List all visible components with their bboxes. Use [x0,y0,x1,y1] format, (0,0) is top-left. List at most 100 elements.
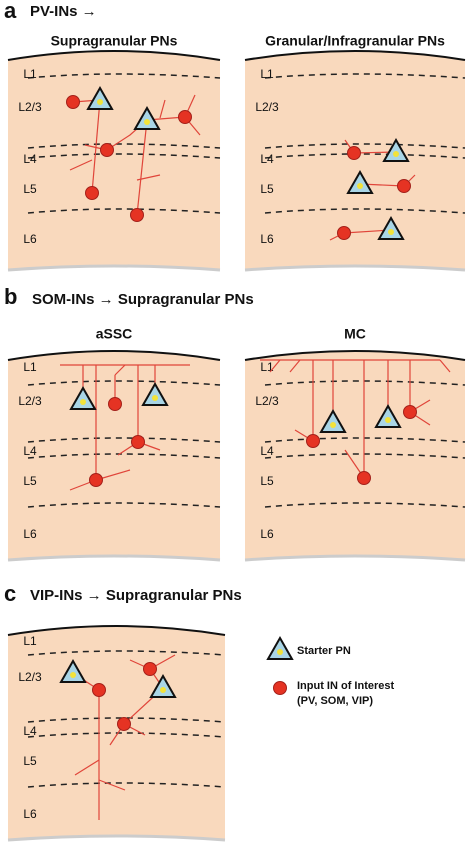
starter-pn [149,673,177,698]
starter-pn-dot [393,151,399,157]
subpanel-title: Granular/Infragranular PNs [265,33,445,49]
panel-title: SOM-INs → Supragranular PNs [32,291,254,308]
starter-pn-dot [152,395,158,401]
layer-boundary [27,732,226,738]
layer-boundary [27,208,221,214]
layer-boundary [264,380,466,386]
neurite [136,119,148,216]
legend-label: (PV, SOM, VIP) [297,695,373,707]
starter-pn [319,408,347,433]
layer-label: L2/3 [18,670,42,684]
input-in [89,473,103,487]
layer-boundary [27,153,221,159]
input-in [117,717,131,731]
panel-label: c [4,581,16,606]
starter-pn [377,215,405,240]
starter-pn [69,385,97,410]
starter-pn [374,403,402,428]
starter-pn-dot [80,399,86,405]
layer-boundary [264,73,466,79]
neurite [69,159,93,171]
tissue [8,351,220,560]
layer-label: L1 [260,67,274,81]
neurite [74,759,100,776]
input-in [100,143,114,157]
pia [7,350,221,361]
neurite [289,359,301,373]
legend-label: Input IN of Interest [297,680,395,692]
layer-label: L5 [23,474,37,488]
starter-pn-dot [97,99,103,105]
starter-pn [141,381,169,406]
layer-label: L2/3 [18,394,42,408]
input-in [85,186,99,200]
subpanel-title: MC [344,326,366,342]
layer-label: L5 [23,182,37,196]
layer-boundary [27,143,221,149]
input-in [108,397,122,411]
subpanel-title: Supragranular PNs [51,33,178,49]
input-in [357,471,371,485]
input-in [92,683,106,697]
layer-label: L4 [260,444,274,458]
input-in [131,435,145,449]
layer-label: L6 [23,527,37,541]
layer-boundary [264,453,466,459]
input-in [347,146,361,160]
input-in [397,179,411,193]
pia [7,625,226,636]
layer-boundary [27,437,221,443]
layer-label: L6 [23,807,37,821]
panel-label: b [4,284,17,309]
layer-label: L4 [23,724,37,738]
layer-boundary [27,380,221,386]
tissue [8,51,220,270]
layer-boundary [27,502,221,508]
layer-label: L2/3 [255,100,279,114]
tissue [245,51,465,270]
neurite [136,174,161,181]
input-in [306,434,320,448]
layer-label: L2/3 [18,100,42,114]
white-matter [244,554,466,562]
layer-boundary [27,650,226,656]
starter-pn-dot [385,417,391,423]
layer-label: L1 [23,360,37,374]
starter-pn-dot [388,229,394,235]
white-matter [244,264,466,272]
layer-label: L5 [260,474,274,488]
layer-boundary [264,208,466,214]
input-in [66,95,80,109]
starter-pn [346,169,374,194]
starter-pn [86,85,114,110]
panel-title: VIP-INs → Supragranular PNs [30,587,242,604]
starter-pn [382,137,410,162]
layer-boundary [264,143,466,149]
input-in [403,405,417,419]
pia [244,50,466,61]
input-in [130,208,144,222]
layer-label: L6 [260,527,274,541]
input-in [143,662,157,676]
neurite [98,779,126,791]
layer-label: L5 [23,754,37,768]
layer-label: L2/3 [255,394,279,408]
starter-pn-dot [160,687,166,693]
layer-label: L4 [260,152,274,166]
input-in [178,110,192,124]
layer-boundary [27,782,226,788]
neurite [269,359,281,373]
starter-pn-dot [70,672,76,678]
input-in [273,681,287,695]
panel-title: PV-INs → [30,3,97,20]
starter-pn-dot [357,183,363,189]
layer-label: L4 [23,152,37,166]
input-in [337,226,351,240]
subpanel-title: aSSC [96,326,133,342]
starter-pn-dot [277,649,283,655]
starter-pn [266,635,294,660]
neurite [114,364,126,376]
layer-label: L1 [23,67,37,81]
layer-label: L6 [260,232,274,246]
